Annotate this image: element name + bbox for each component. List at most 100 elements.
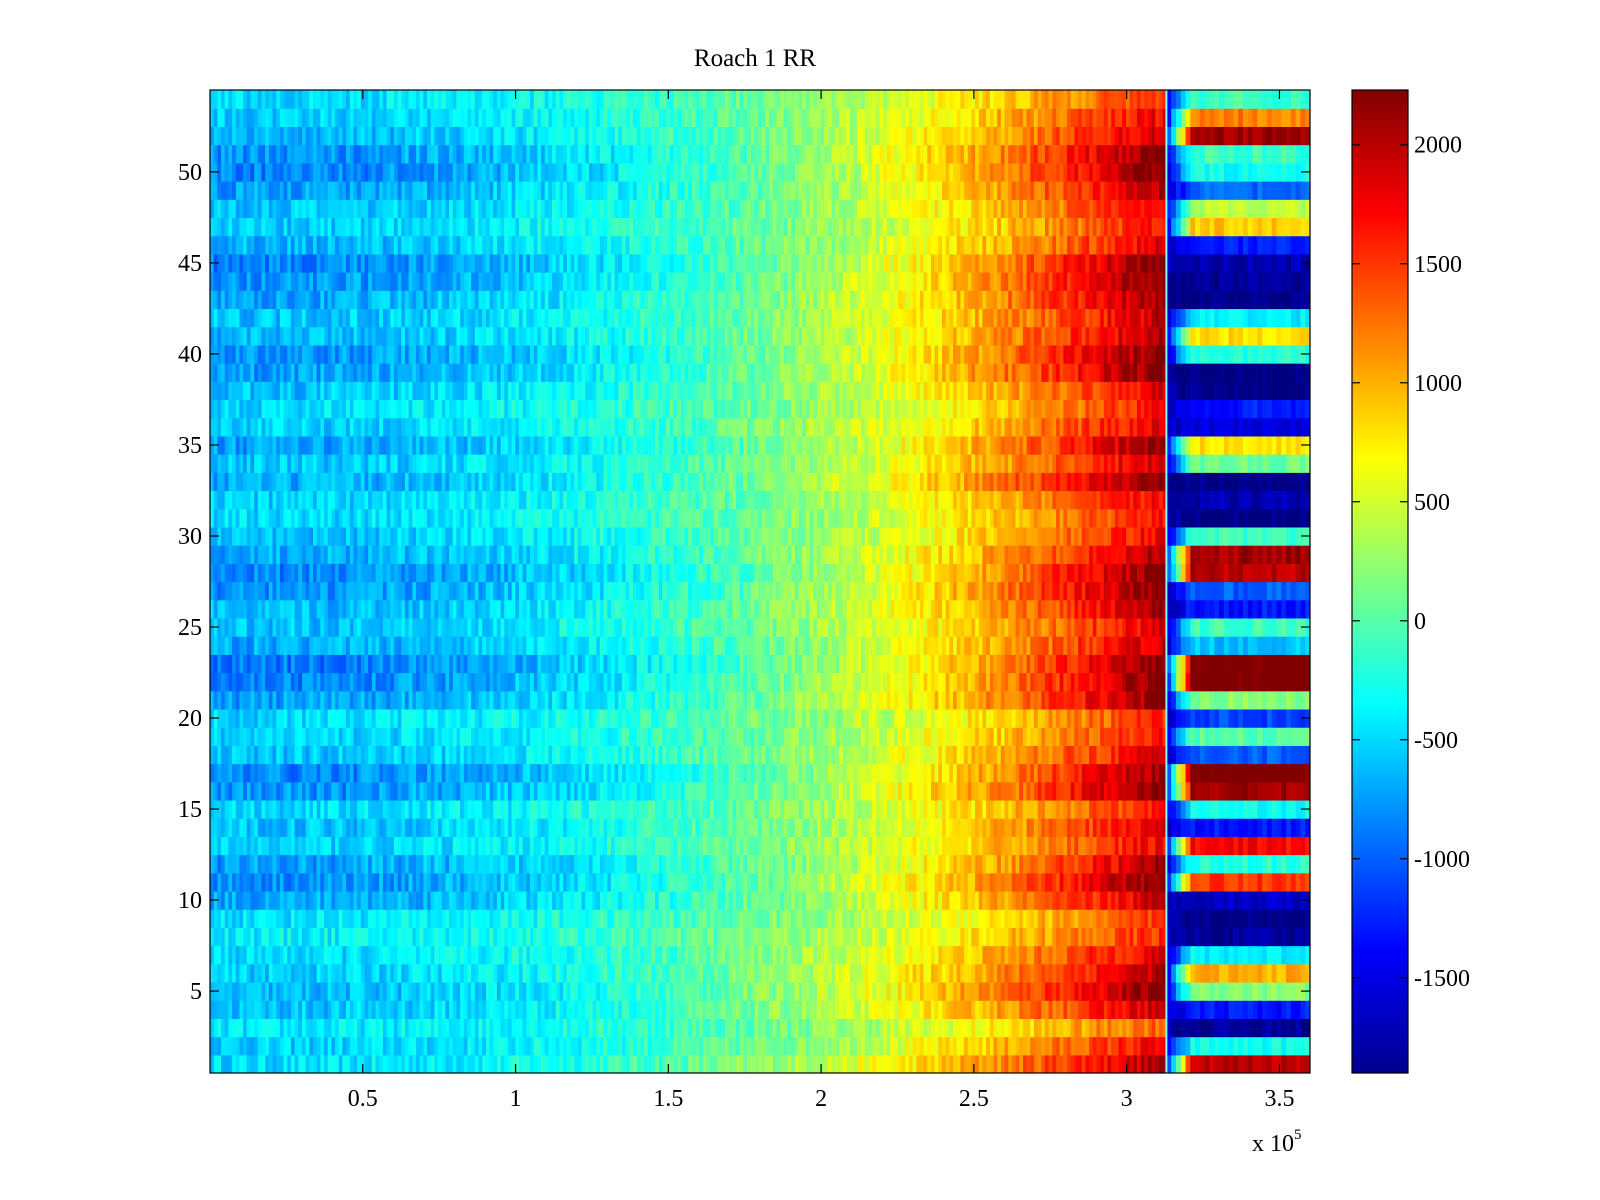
heatmap-cell <box>415 1000 421 1019</box>
heatmap-cell <box>993 927 998 947</box>
heatmap-cell <box>496 927 502 947</box>
heatmap-cell <box>320 963 325 983</box>
heatmap-cell <box>967 799 973 819</box>
heatmap-cell <box>655 909 660 928</box>
heatmap-cell <box>368 818 373 837</box>
heatmap-cell <box>1118 1036 1123 1056</box>
heatmap-cell <box>1257 836 1263 856</box>
heatmap-cell <box>430 872 435 892</box>
heatmap-cell <box>537 981 542 1001</box>
heatmap-cell <box>607 1000 612 1019</box>
heatmap-cell <box>563 1054 568 1073</box>
heatmap-cell <box>224 763 229 783</box>
heatmap-cell <box>960 1054 965 1073</box>
heatmap-cell <box>702 927 708 947</box>
heatmap-cell <box>1159 836 1164 856</box>
heatmap-cell <box>1180 818 1187 837</box>
heatmap-cell <box>1081 836 1087 856</box>
heatmap-cell <box>820 890 825 910</box>
heatmap-cell <box>1074 1000 1079 1019</box>
heatmap-cell <box>268 854 274 874</box>
heatmap-cell <box>360 872 366 892</box>
heatmap-cell <box>1033 818 1039 837</box>
heatmap-cell <box>353 1018 358 1038</box>
heatmap-cell <box>831 963 836 983</box>
heatmap-cell <box>511 909 516 928</box>
heatmap-cell <box>1242 909 1249 928</box>
heatmap-cell <box>434 836 439 856</box>
heatmap-cell <box>1175 781 1182 801</box>
heatmap-cell <box>662 781 667 801</box>
heatmap-cell <box>655 799 660 819</box>
heatmap-cell <box>463 872 469 892</box>
heatmap-cell <box>342 854 347 874</box>
heatmap-cell <box>816 909 822 928</box>
heatmap-cell <box>916 872 921 892</box>
heatmap-cell <box>967 854 973 874</box>
heatmap-cell <box>331 763 336 783</box>
heatmap-cell <box>754 927 759 947</box>
heatmap-cell <box>743 963 748 983</box>
heatmap-cell <box>1214 890 1220 910</box>
heatmap-cell <box>544 927 550 947</box>
heatmap-cell <box>776 1000 781 1019</box>
heatmap-cell <box>1228 909 1235 928</box>
heatmap-cell <box>809 927 814 947</box>
heatmap-cell <box>254 818 259 837</box>
heatmap-cell <box>430 927 435 947</box>
heatmap-cell <box>923 927 928 947</box>
heatmap-cell <box>438 1036 443 1056</box>
heatmap-cell <box>982 872 987 892</box>
heatmap-cell <box>327 1054 332 1073</box>
heatmap-cell <box>644 963 649 983</box>
heatmap-cell <box>265 945 270 965</box>
heatmap-cell <box>1059 1036 1064 1056</box>
heatmap-cell <box>835 1036 840 1056</box>
heatmap-cell <box>949 909 954 928</box>
heatmap-cell <box>570 981 575 1001</box>
heatmap-cell <box>930 799 936 819</box>
heatmap-cell <box>1026 890 1031 910</box>
heatmap-cell <box>938 763 943 783</box>
heatmap-cell <box>883 1018 888 1038</box>
heatmap-cell <box>644 909 649 928</box>
heatmap-cell <box>268 945 274 965</box>
heatmap-cell <box>460 1000 465 1019</box>
heatmap-cell <box>276 818 281 837</box>
heatmap-cell <box>1133 1000 1138 1019</box>
heatmap-cell <box>349 1000 355 1019</box>
heatmap-cell <box>522 854 527 874</box>
heatmap-cell <box>463 1018 469 1038</box>
heatmap-cell <box>1107 836 1112 856</box>
heatmap-cell <box>1144 799 1149 819</box>
heatmap-cell <box>1111 890 1116 910</box>
heatmap-cell <box>449 1018 454 1038</box>
heatmap-cell <box>886 781 892 801</box>
heatmap-cell <box>758 872 763 892</box>
heatmap-cell <box>919 872 925 892</box>
heatmap-cell <box>360 1018 366 1038</box>
heatmap-cell <box>570 927 575 947</box>
heatmap-cell <box>791 1000 796 1019</box>
heatmap-cell <box>239 745 244 765</box>
heatmap-cell <box>1089 872 1094 892</box>
heatmap-cell <box>419 981 424 1001</box>
heatmap-cell <box>335 745 340 765</box>
heatmap-cell <box>879 854 884 874</box>
heatmap-cell <box>662 872 667 892</box>
heatmap-cell <box>261 1054 266 1073</box>
heatmap-cell <box>997 963 1002 983</box>
heatmap-cell <box>346 799 351 819</box>
heatmap-cell <box>666 890 671 910</box>
heatmap-cell <box>658 1000 664 1019</box>
heatmap-cell <box>1074 927 1079 947</box>
heatmap-cell <box>691 818 697 837</box>
heatmap-cell <box>758 818 763 837</box>
heatmap-cell <box>430 836 435 856</box>
heatmap-cell <box>787 963 792 983</box>
heatmap-cell <box>717 1000 722 1019</box>
heatmap-cell <box>1026 1000 1031 1019</box>
heatmap-cell <box>1125 890 1131 910</box>
heatmap-cell <box>441 927 447 947</box>
heatmap-cell <box>349 872 355 892</box>
